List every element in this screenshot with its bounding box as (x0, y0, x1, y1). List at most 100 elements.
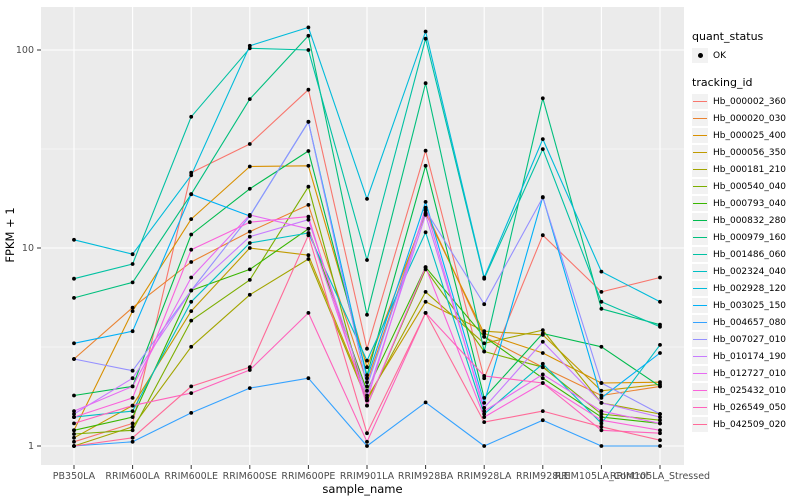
data-point (658, 444, 662, 448)
x-axis-title: sample_name (322, 482, 403, 496)
data-point (365, 398, 369, 403)
data-point (72, 444, 76, 448)
data-point (365, 365, 369, 370)
data-point (540, 361, 545, 366)
data-point (72, 435, 76, 440)
data-point (306, 184, 311, 189)
legend-item: Hb_000793_040 (692, 195, 798, 212)
data-point (482, 412, 487, 416)
data-point (658, 412, 662, 416)
legend-item-label: Hb_000979_160 (713, 232, 787, 243)
legend: quant_status OK tracking_id Hb_000002_36… (692, 30, 798, 433)
legend-item: Hb_000540_040 (692, 178, 798, 195)
legend-item: Hb_007027_010 (692, 331, 798, 348)
data-point (482, 374, 487, 378)
data-point (365, 439, 369, 444)
data-point (365, 393, 369, 398)
data-point (365, 312, 369, 317)
data-point (658, 275, 662, 280)
data-point (658, 299, 662, 304)
data-point (599, 269, 604, 274)
panel-background (41, 7, 684, 465)
data-point (247, 229, 252, 234)
legend-item: Hb_012727_010 (692, 365, 798, 382)
data-point (306, 203, 311, 207)
data-point (365, 346, 369, 351)
data-point (599, 418, 604, 423)
legend-item: Hb_000056_350 (692, 144, 798, 161)
data-point (130, 396, 135, 400)
data-point (599, 396, 604, 400)
data-point (658, 351, 662, 355)
x-tick-label: RRIM600LA (105, 471, 160, 482)
data-point (423, 400, 428, 405)
legend-item: Hb_000181_210 (692, 161, 798, 178)
legend-item: Hb_000020_030 (692, 110, 798, 127)
line-swatch-icon (693, 253, 707, 256)
data-point (658, 415, 662, 419)
legend-key-swatch (692, 145, 708, 160)
legend-item: Hb_003025_150 (692, 297, 798, 314)
legend-item-label: Hb_000025_400 (713, 130, 787, 141)
data-point (365, 380, 369, 385)
data-point (189, 232, 194, 237)
data-point (423, 290, 428, 294)
data-point (365, 258, 369, 262)
data-point (306, 48, 311, 52)
data-point (423, 208, 428, 213)
data-point (247, 213, 252, 217)
data-point (599, 290, 604, 294)
data-point (306, 226, 311, 231)
data-point (365, 373, 369, 377)
data-point (247, 43, 252, 48)
line-swatch-icon (693, 355, 707, 358)
legend-item-label: Hb_000056_350 (713, 147, 787, 158)
legend-key-swatch (692, 196, 708, 211)
data-point (189, 114, 194, 119)
legend-item: Hb_025432_010 (692, 382, 798, 399)
data-point (423, 148, 428, 153)
data-point (658, 418, 662, 423)
legend-item-label: Hb_042509_020 (713, 419, 787, 430)
data-point (365, 388, 369, 393)
data-point (599, 299, 604, 304)
data-point (189, 384, 194, 389)
line-swatch-icon (693, 151, 707, 154)
data-point (189, 299, 194, 304)
data-point (72, 296, 76, 300)
data-point (482, 409, 487, 413)
legend-key (692, 48, 708, 63)
data-point (540, 376, 545, 381)
data-point (130, 415, 135, 419)
line-swatch-icon (693, 168, 707, 171)
x-tick-label: RRIM600SE (223, 471, 277, 482)
data-point (540, 147, 545, 152)
data-point (189, 192, 194, 197)
line-swatch-icon (693, 406, 707, 409)
data-point (658, 421, 662, 426)
data-point (130, 329, 135, 334)
legend-key-swatch (692, 213, 708, 228)
legend-item: Hb_002928_120 (692, 280, 798, 297)
data-point (72, 237, 76, 242)
data-point (189, 288, 194, 293)
data-point (365, 444, 369, 448)
line-swatch-icon (693, 117, 707, 120)
data-point (540, 96, 545, 101)
data-point (247, 142, 252, 146)
line-swatch-icon (693, 423, 707, 426)
data-point (72, 421, 76, 426)
x-tick-label: RRIM901LA (340, 471, 395, 482)
data-point (306, 25, 311, 30)
data-point (130, 252, 135, 257)
line-swatch-icon (693, 185, 707, 188)
data-point (130, 384, 135, 389)
data-point (482, 341, 487, 346)
data-point (72, 341, 76, 346)
data-point (247, 246, 252, 250)
data-point (247, 220, 252, 225)
legend-key-swatch (692, 162, 708, 177)
x-tick-label: RRIM105LA_Control (555, 471, 648, 482)
legend-key-swatch (692, 298, 708, 313)
